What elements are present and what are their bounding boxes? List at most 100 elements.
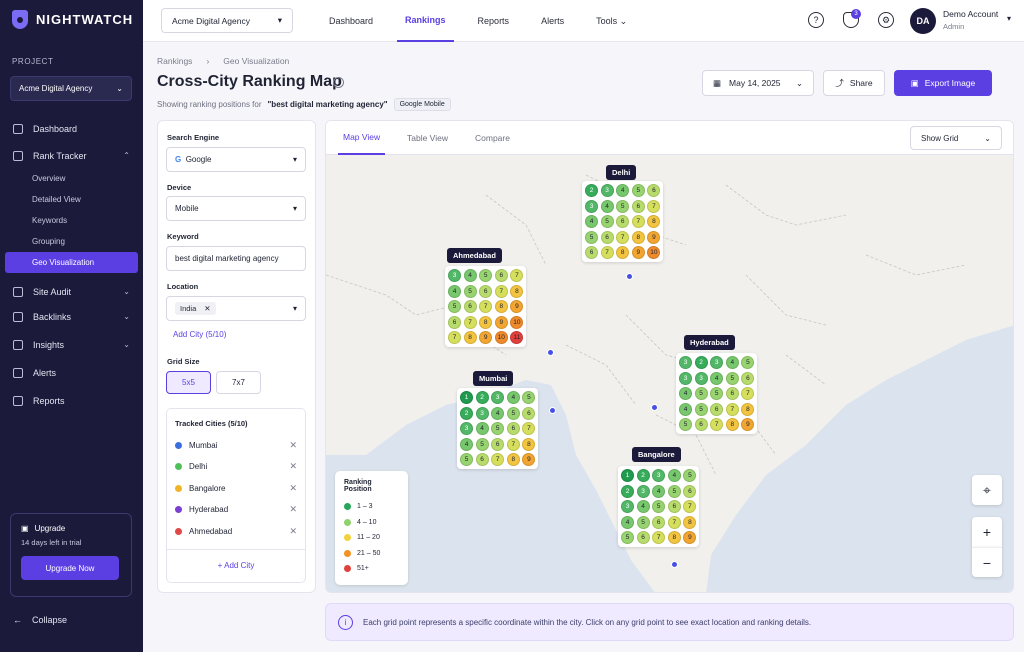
grid-point[interactable]: 3 [694, 371, 708, 385]
grid-point[interactable]: 3 [491, 391, 505, 404]
top-nav-reports[interactable]: Reports [477, 16, 510, 26]
grid-point[interactable]: 5 [741, 356, 755, 369]
grid-point[interactable]: 8 [494, 300, 508, 314]
grid-point[interactable]: 2 [585, 184, 598, 197]
locate-icon[interactable]: ⌖ [972, 475, 1002, 505]
help-icon[interactable]: ? [808, 12, 824, 28]
grid-point[interactable]: 9 [647, 230, 661, 244]
grid-point[interactable]: 7 [667, 515, 681, 529]
grid-point[interactable]: 5 [667, 484, 681, 498]
top-nav-dashboard[interactable]: Dashboard [329, 16, 374, 26]
grid-point[interactable]: 7 [510, 269, 524, 282]
grid-point[interactable]: 5 [710, 387, 724, 401]
bangalore-location-pin[interactable] [671, 561, 678, 568]
breadcrumb-rankings[interactable]: Rankings [157, 56, 193, 66]
grid-point[interactable]: 3 [636, 484, 650, 498]
grid-point[interactable]: 8 [479, 315, 493, 329]
sidebar-item-insights[interactable]: Insights ⌄ [0, 332, 143, 357]
remove-city-icon[interactable]: ✕ [289, 525, 297, 536]
grid-point[interactable]: 1 [621, 469, 634, 482]
grid-point[interactable]: 3 [585, 199, 598, 213]
grid-point[interactable]: 4 [460, 437, 473, 451]
sidebar-item-reports[interactable]: Reports [0, 388, 143, 413]
search-engine-select[interactable]: G Google ▾ [166, 147, 306, 172]
grid-point[interactable]: 7 [652, 531, 666, 545]
tracked-city-row[interactable]: Delhi ✕ [167, 456, 305, 478]
grid-point[interactable]: 3 [600, 184, 614, 197]
grid-point[interactable]: 5 [522, 391, 536, 404]
grid-point[interactable]: 6 [710, 402, 724, 416]
grid-point[interactable]: 5 [636, 515, 650, 529]
grid-point[interactable]: 7 [600, 246, 614, 260]
grid-point[interactable]: 4 [621, 515, 634, 529]
remove-city-icon[interactable]: ✕ [289, 482, 297, 493]
grid-point[interactable]: 8 [683, 515, 697, 529]
top-nav-alerts[interactable]: Alerts [541, 16, 565, 26]
date-picker[interactable]: ▦ May 14, 2025 ⌄ [702, 70, 814, 96]
grid-point[interactable]: 11 [510, 331, 524, 345]
grid-point[interactable]: 8 [522, 437, 536, 451]
grid-point[interactable]: 4 [585, 215, 598, 229]
grid-point[interactable]: 6 [616, 215, 630, 229]
grid-point[interactable]: 4 [491, 406, 505, 420]
hyderabad-location-pin[interactable] [651, 404, 658, 411]
grid-point[interactable]: 7 [491, 453, 505, 467]
grid-7x7-button[interactable]: 7x7 [216, 371, 261, 394]
grid-point[interactable]: 5 [683, 469, 697, 482]
tracked-city-row[interactable]: Hyderabad ✕ [167, 499, 305, 521]
grid-point[interactable]: 6 [475, 453, 489, 467]
grid-point[interactable]: 10 [647, 246, 661, 260]
grid-point[interactable]: 2 [636, 469, 650, 482]
grid-point[interactable]: 8 [463, 331, 477, 345]
grid-point[interactable]: 6 [494, 269, 508, 282]
grid-point[interactable]: 4 [506, 391, 520, 404]
grid-point[interactable]: 6 [522, 406, 536, 420]
map-canvas[interactable]: 2 3 4 5 6 3 4 5 6 7 4 5 6 7 8 5 6 7 8 9 6 7 8 9 10 Delhi 3 4 5 6 7 4 5 6 7… [326, 155, 1013, 592]
grid-point[interactable]: 8 [667, 531, 681, 545]
grid-point[interactable]: 7 [522, 422, 536, 436]
grid-point[interactable]: 5 [725, 371, 739, 385]
grid-point[interactable]: 4 [725, 356, 739, 369]
grid-point[interactable]: 7 [683, 500, 697, 514]
account-menu[interactable]: Demo Account Admin [943, 9, 998, 31]
grid-point[interactable]: 7 [448, 331, 461, 345]
grid-point[interactable]: 7 [479, 300, 493, 314]
grid-point[interactable]: 4 [463, 269, 477, 282]
grid-point[interactable]: 6 [491, 437, 505, 451]
tracked-add-city-button[interactable]: + Add City [167, 549, 305, 570]
grid-point[interactable]: 6 [683, 484, 697, 498]
show-grid-select[interactable]: Show Grid ⌄ [910, 126, 1002, 150]
grid-point[interactable]: 1 [460, 391, 473, 404]
sidebar-item-rank-tracker[interactable]: Rank Tracker ⌃ [0, 143, 143, 168]
grid-point[interactable]: 9 [479, 331, 493, 345]
avatar[interactable]: DA [910, 8, 936, 34]
grid-point[interactable]: 5 [460, 453, 473, 467]
app-logo[interactable]: NIGHTWATCH [12, 10, 133, 29]
remove-city-icon[interactable]: ✕ [289, 461, 297, 472]
grid-point[interactable]: 3 [679, 371, 692, 385]
grid-point[interactable]: 4 [679, 387, 692, 401]
grid-point[interactable]: 7 [506, 437, 520, 451]
add-city-link[interactable]: Add City (5/10) [173, 330, 227, 339]
tracked-city-row[interactable]: Bangalore ✕ [167, 477, 305, 499]
grid-point[interactable]: 4 [448, 284, 461, 298]
grid-point[interactable]: 8 [506, 453, 520, 467]
grid-point[interactable]: 5 [448, 300, 461, 314]
grid-point[interactable]: 7 [710, 418, 724, 432]
grid-point[interactable]: 4 [679, 402, 692, 416]
grid-point[interactable]: 3 [621, 500, 634, 514]
grid-point[interactable]: 6 [652, 515, 666, 529]
grid-point[interactable]: 5 [506, 406, 520, 420]
project-select[interactable]: Acme Digital Agency ⌄ [10, 76, 132, 101]
grid-point[interactable]: 8 [725, 418, 739, 432]
grid-point[interactable]: 6 [479, 284, 493, 298]
grid-point[interactable]: 6 [667, 500, 681, 514]
agency-select[interactable]: Acme Digital Agency ▾ [161, 8, 293, 33]
grid-point[interactable]: 4 [475, 422, 489, 436]
upgrade-now-button[interactable]: Upgrade Now [21, 556, 119, 580]
sidebar-item-site-audit[interactable]: Site Audit ⌄ [0, 279, 143, 304]
grid-point[interactable]: 2 [460, 406, 473, 420]
grid-point[interactable]: 5 [679, 418, 692, 432]
grid-point[interactable]: 3 [710, 356, 724, 369]
grid-point[interactable]: 4 [600, 199, 614, 213]
